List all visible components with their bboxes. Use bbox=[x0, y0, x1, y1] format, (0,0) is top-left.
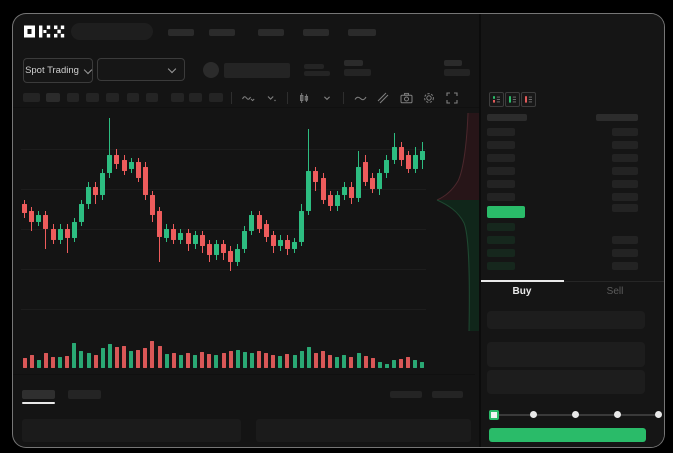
bid-row[interactable] bbox=[487, 236, 638, 244]
timeframe-button[interactable] bbox=[127, 93, 139, 102]
line-tool-icon[interactable] bbox=[353, 91, 367, 105]
depth-bids-area bbox=[437, 200, 479, 331]
stat-label-placeholder bbox=[444, 60, 462, 66]
nav-item-placeholder[interactable] bbox=[348, 29, 376, 36]
timeframe-button[interactable] bbox=[171, 93, 184, 102]
divider bbox=[343, 92, 344, 104]
bid-row[interactable] bbox=[487, 249, 638, 257]
market-type-label: Spot Trading bbox=[25, 65, 79, 76]
divider bbox=[13, 374, 475, 375]
slider-stop[interactable] bbox=[614, 411, 621, 418]
draw-tool-icon[interactable] bbox=[376, 91, 390, 105]
pair-name-placeholder bbox=[224, 63, 290, 78]
nav-item-placeholder[interactable] bbox=[303, 29, 329, 36]
tabs-divider bbox=[481, 281, 664, 282]
timeframe-button[interactable] bbox=[86, 93, 99, 102]
stat-label-placeholder bbox=[344, 60, 363, 66]
volume-chart bbox=[21, 336, 426, 368]
market-type-dropdown[interactable]: Spot Trading bbox=[23, 58, 93, 83]
slider-stop[interactable] bbox=[655, 411, 662, 418]
slider-handle[interactable] bbox=[489, 410, 499, 420]
book-header-price-placeholder bbox=[487, 114, 527, 121]
ask-row[interactable] bbox=[487, 167, 638, 175]
book-combined-icon[interactable] bbox=[489, 92, 504, 107]
depth-chart bbox=[428, 112, 479, 336]
ask-row[interactable] bbox=[487, 128, 638, 136]
candle-style-icon[interactable] bbox=[297, 91, 311, 105]
style-dropdown-icon[interactable] bbox=[320, 91, 334, 105]
search-input[interactable] bbox=[71, 23, 153, 40]
divider bbox=[13, 107, 664, 108]
total-input[interactable] bbox=[487, 370, 645, 394]
book-row-amount-placeholder bbox=[612, 204, 638, 212]
depth-asks-area bbox=[437, 113, 479, 200]
book-bids-icon[interactable] bbox=[505, 92, 520, 107]
amount-slider[interactable] bbox=[489, 410, 662, 420]
price-sub-placeholder bbox=[304, 71, 330, 76]
indicators-icon[interactable] bbox=[241, 91, 255, 105]
app-window: Spot Trading bbox=[12, 13, 665, 448]
buy-button[interactable] bbox=[489, 428, 646, 442]
chart-settings-icon[interactable] bbox=[422, 91, 436, 105]
timeframe-button[interactable] bbox=[46, 93, 60, 102]
timeframe-button[interactable] bbox=[67, 93, 79, 102]
timeframe-button[interactable] bbox=[146, 93, 158, 102]
timeframe-button[interactable] bbox=[209, 93, 223, 102]
timeframe-button[interactable] bbox=[106, 93, 119, 102]
last-price-badge[interactable] bbox=[487, 206, 525, 218]
active-tab-indicator bbox=[22, 402, 55, 404]
timeframe-button[interactable] bbox=[189, 93, 202, 102]
okx-logo bbox=[24, 25, 65, 43]
candlestick-chart[interactable] bbox=[21, 111, 426, 333]
bid-row[interactable] bbox=[487, 262, 638, 270]
price-placeholder bbox=[304, 64, 324, 69]
ask-row[interactable] bbox=[487, 193, 638, 201]
divider bbox=[287, 92, 288, 104]
book-header-amount-placeholder bbox=[596, 114, 638, 121]
amount-input[interactable] bbox=[487, 342, 645, 367]
bid-row[interactable] bbox=[487, 223, 638, 231]
tab-buy[interactable]: Buy bbox=[512, 286, 532, 297]
bottom-action-placeholder[interactable] bbox=[432, 391, 463, 398]
ask-row[interactable] bbox=[487, 141, 638, 149]
buy-tab-indicator bbox=[481, 280, 564, 282]
divider bbox=[231, 92, 232, 104]
pair-selector-dropdown[interactable] bbox=[97, 58, 185, 81]
order-book-panel: Buy Sell bbox=[479, 14, 664, 447]
ask-row[interactable] bbox=[487, 180, 638, 188]
fullscreen-icon[interactable] bbox=[445, 91, 459, 105]
slider-stop[interactable] bbox=[572, 411, 579, 418]
order-book-bids[interactable] bbox=[487, 223, 638, 275]
bottom-tab-active[interactable] bbox=[22, 390, 55, 399]
bottom-tab[interactable] bbox=[68, 390, 101, 399]
coin-icon bbox=[203, 62, 219, 78]
book-asks-icon[interactable] bbox=[521, 92, 536, 107]
timeframe-button[interactable] bbox=[23, 93, 40, 102]
ask-row[interactable] bbox=[487, 154, 638, 162]
slider-stop[interactable] bbox=[530, 411, 537, 418]
screenshot-icon[interactable] bbox=[399, 91, 413, 105]
nav-item-placeholder[interactable] bbox=[209, 29, 235, 36]
orders-panel-placeholder bbox=[22, 419, 241, 442]
nav-item-placeholder[interactable] bbox=[258, 29, 284, 36]
compare-dropdown-icon[interactable] bbox=[264, 91, 278, 105]
price-input[interactable] bbox=[487, 311, 645, 329]
stat-value-placeholder bbox=[444, 69, 470, 76]
bottom-action-placeholder[interactable] bbox=[390, 391, 422, 398]
stat-value-placeholder bbox=[344, 69, 371, 76]
nav-item-placeholder[interactable] bbox=[168, 29, 194, 36]
chevron-down-icon bbox=[83, 65, 93, 74]
orders-panel-placeholder bbox=[256, 419, 471, 442]
chevron-down-icon bbox=[167, 64, 177, 73]
tab-sell[interactable]: Sell bbox=[606, 286, 624, 297]
order-book-asks[interactable] bbox=[487, 128, 638, 206]
